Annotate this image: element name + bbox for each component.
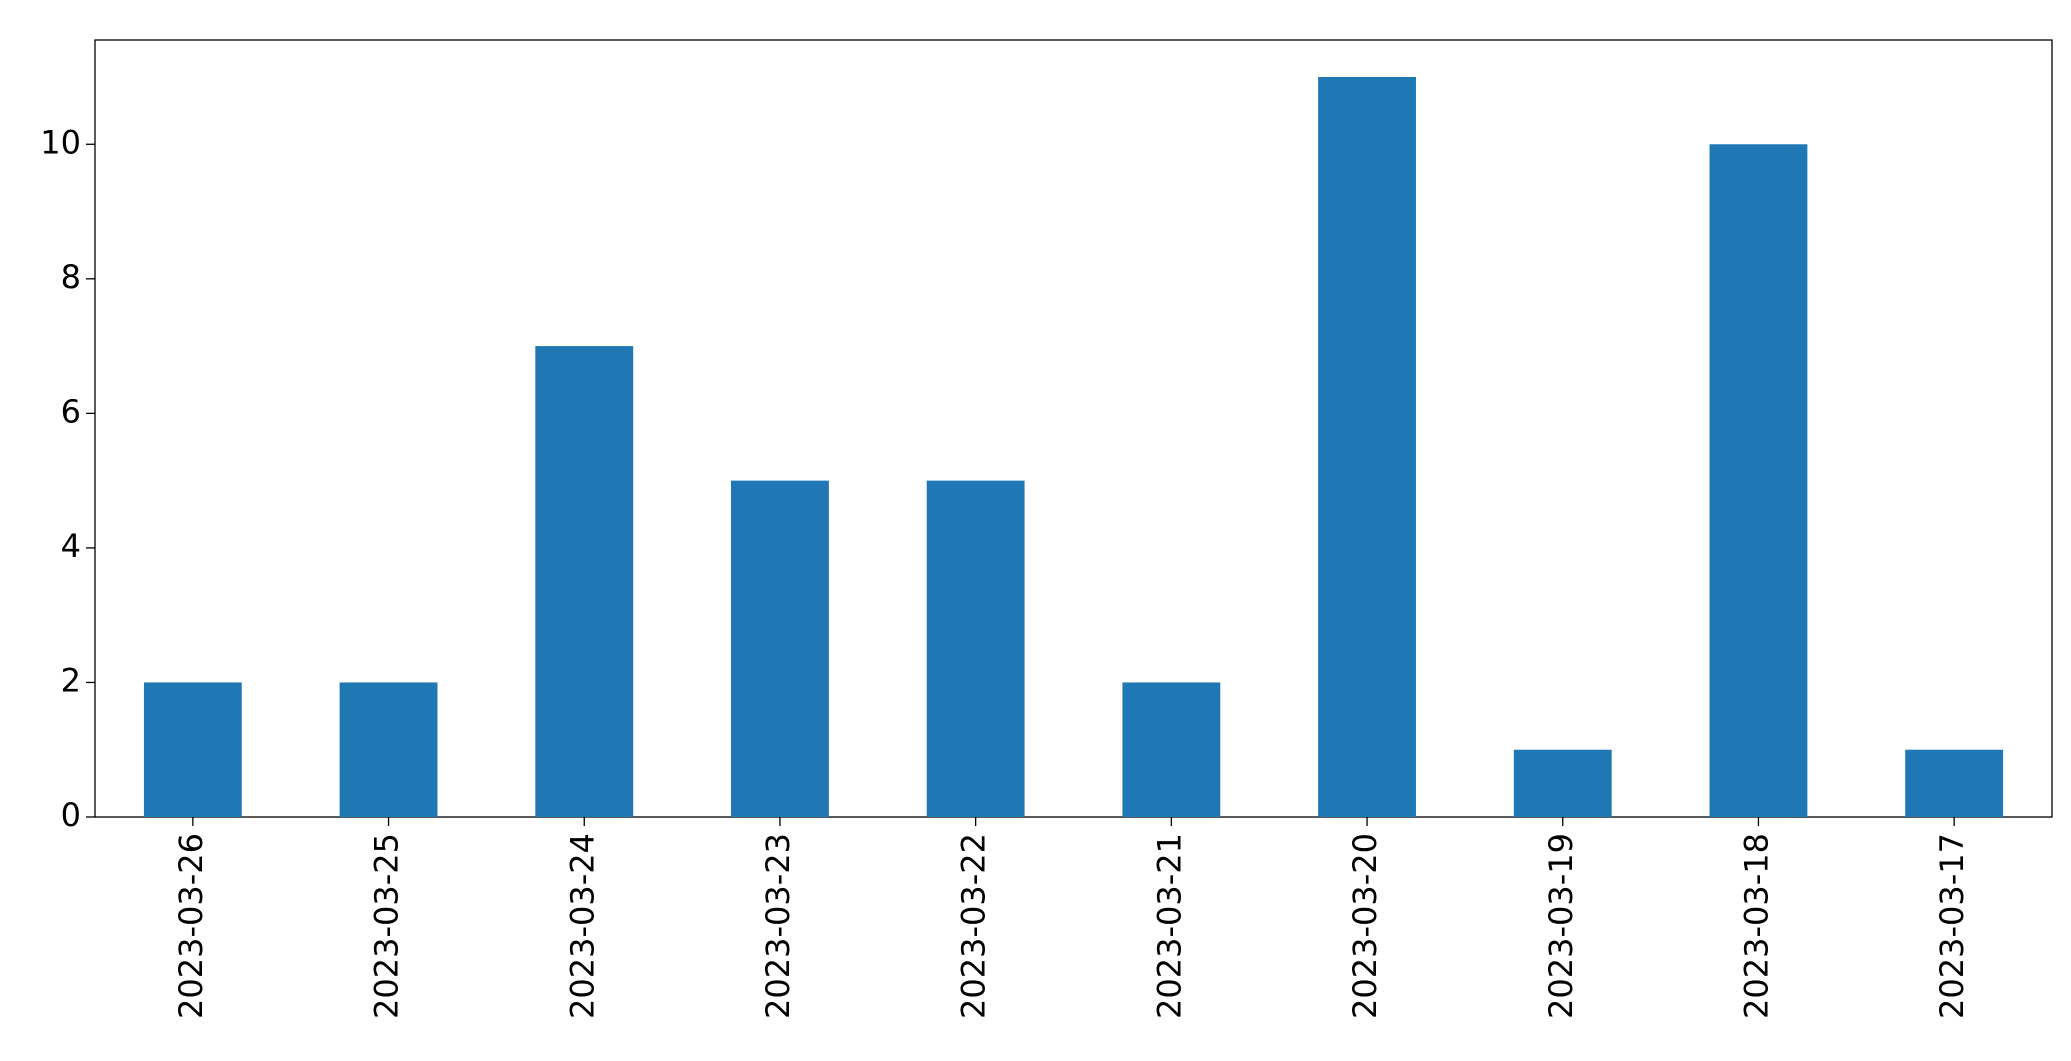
x-tick-label: 2023-03-26 (172, 833, 210, 1019)
x-tick-label: 2023-03-17 (1933, 833, 1971, 1019)
bar (1122, 682, 1221, 817)
bar (339, 682, 438, 817)
bar (1513, 749, 1612, 817)
x-tick-label: 2023-03-22 (955, 833, 993, 1019)
y-tick-label: 10 (40, 123, 81, 161)
bar (926, 480, 1025, 817)
x-tick-label: 2023-03-23 (759, 833, 797, 1019)
y-tick-label: 4 (61, 527, 81, 565)
y-tick-label: 0 (61, 796, 81, 834)
x-tick-label: 2023-03-21 (1150, 833, 1188, 1019)
bar (1318, 77, 1416, 817)
bar (143, 682, 242, 817)
x-tick-label: 2023-03-20 (1346, 833, 1384, 1019)
x-tick-label: 2023-03-18 (1737, 833, 1775, 1019)
bar (535, 346, 634, 817)
bar (1709, 144, 1808, 818)
bar (731, 480, 829, 817)
y-tick-label: 8 (61, 258, 81, 296)
plot-frame (94, 39, 2053, 818)
x-tick-label: 2023-03-24 (563, 833, 601, 1019)
bar (1905, 749, 2004, 817)
x-tick-label: 2023-03-19 (1542, 833, 1580, 1019)
y-tick-label: 6 (61, 392, 81, 430)
y-tick-label: 2 (61, 661, 81, 699)
x-tick-label: 2023-03-25 (368, 833, 406, 1019)
